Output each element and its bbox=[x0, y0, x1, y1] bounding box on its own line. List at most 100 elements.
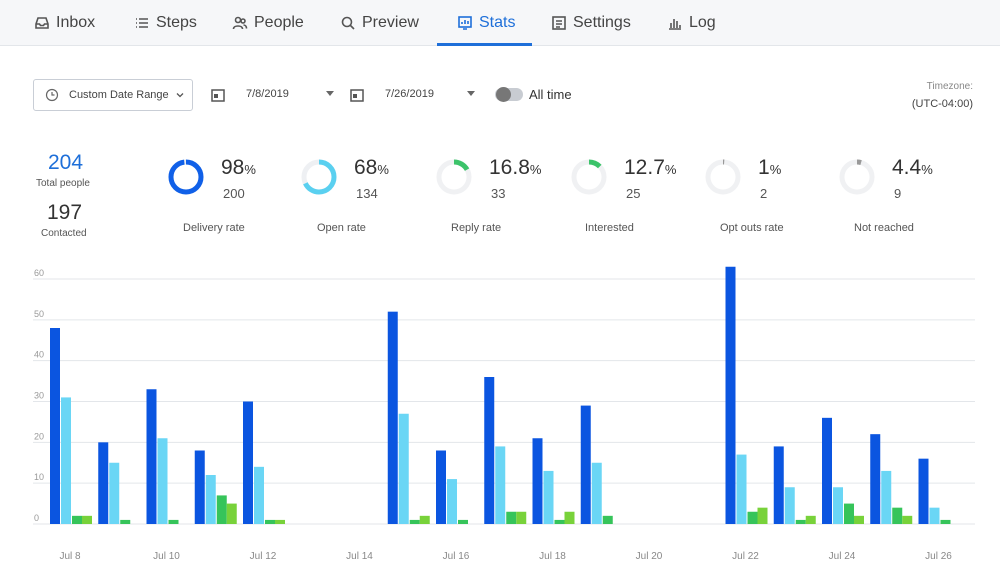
bar[interactable] bbox=[243, 401, 253, 525]
bar[interactable] bbox=[554, 519, 565, 524]
bar[interactable] bbox=[50, 328, 60, 524]
bar[interactable] bbox=[795, 519, 806, 524]
tab-label: Inbox bbox=[56, 14, 96, 31]
activity-bar-chart: 0 10 20 30 40 50 60 Jul 8 Jul 10 Jul 12 Jul 14 Jul … bbox=[0, 265, 1000, 583]
tab-settings[interactable]: Settings bbox=[551, 0, 631, 46]
bar[interactable] bbox=[870, 434, 881, 524]
stat-count: 2 bbox=[760, 186, 768, 201]
bar[interactable] bbox=[409, 519, 420, 524]
ring-progress bbox=[571, 159, 607, 195]
x-tick-label: Jul 24 bbox=[829, 551, 856, 562]
tab-log[interactable]: Log bbox=[667, 0, 716, 46]
clock-icon bbox=[45, 88, 59, 102]
bar[interactable] bbox=[773, 446, 784, 524]
bar[interactable] bbox=[602, 515, 613, 524]
tab-stats[interactable]: Stats bbox=[457, 0, 515, 46]
bar[interactable] bbox=[157, 438, 168, 524]
bar[interactable] bbox=[506, 511, 517, 524]
bar[interactable] bbox=[398, 413, 409, 524]
bar[interactable] bbox=[805, 515, 816, 524]
bar[interactable] bbox=[484, 377, 495, 524]
bar[interactable] bbox=[82, 515, 92, 524]
bar-chart-icon bbox=[669, 19, 681, 30]
bar[interactable] bbox=[265, 519, 275, 524]
ring-track bbox=[839, 159, 875, 195]
bar[interactable] bbox=[757, 507, 768, 524]
bar[interactable] bbox=[918, 458, 929, 524]
date-range-select[interactable]: Custom Date Range bbox=[33, 79, 193, 111]
bar[interactable] bbox=[747, 511, 758, 524]
chevron-down-icon bbox=[176, 93, 184, 98]
end-date-input[interactable]: 7/26/2019 bbox=[385, 83, 475, 105]
bar[interactable] bbox=[892, 507, 903, 524]
bar[interactable] bbox=[120, 519, 131, 524]
tab-label: Preview bbox=[362, 14, 419, 31]
top-navigation: Inbox Steps People Preview Stats Setting… bbox=[0, 0, 1000, 46]
start-date-value: 7/8/2019 bbox=[246, 88, 289, 100]
start-date-input[interactable]: 7/8/2019 bbox=[246, 83, 334, 105]
bar[interactable] bbox=[61, 397, 71, 524]
stat-not-reached: 4.4% 9 Not reached bbox=[838, 150, 988, 240]
bar[interactable] bbox=[784, 487, 795, 524]
bar[interactable] bbox=[516, 511, 527, 524]
stat-label: Reply rate bbox=[451, 222, 502, 234]
bar[interactable] bbox=[447, 479, 457, 524]
bar[interactable] bbox=[929, 507, 940, 524]
caret-down-icon bbox=[326, 91, 334, 96]
bar[interactable] bbox=[940, 519, 951, 524]
tab-people[interactable]: People bbox=[232, 0, 304, 46]
bar[interactable] bbox=[532, 438, 543, 524]
total-people-label: Total people bbox=[36, 178, 90, 189]
bar[interactable] bbox=[458, 519, 468, 524]
bar[interactable] bbox=[436, 450, 446, 525]
bar[interactable] bbox=[168, 519, 179, 524]
bar[interactable] bbox=[902, 515, 913, 524]
bar[interactable] bbox=[580, 405, 591, 524]
tab-inbox[interactable]: Inbox bbox=[34, 0, 95, 46]
bar[interactable] bbox=[275, 519, 285, 524]
tab-preview[interactable]: Preview bbox=[340, 0, 419, 46]
bar[interactable] bbox=[854, 515, 864, 524]
y-tick-label: 60 bbox=[34, 268, 44, 278]
calendar-icon bbox=[350, 89, 364, 102]
stat-count: 200 bbox=[223, 186, 245, 201]
bar[interactable] bbox=[564, 511, 575, 524]
bar[interactable] bbox=[736, 454, 747, 524]
bar[interactable] bbox=[146, 389, 157, 524]
open-rate-ring bbox=[301, 159, 337, 195]
x-tick-label: Jul 8 bbox=[59, 551, 81, 562]
bar[interactable] bbox=[226, 503, 237, 524]
bar[interactable] bbox=[98, 442, 109, 524]
bar[interactable] bbox=[881, 470, 892, 524]
bar[interactable] bbox=[495, 446, 506, 524]
date-range-label: Custom Date Range bbox=[69, 89, 169, 101]
stat-count: 134 bbox=[356, 186, 378, 201]
stat-percent: 1% bbox=[758, 156, 782, 179]
stat-label: Opt outs rate bbox=[720, 222, 784, 234]
x-tick-label: Jul 22 bbox=[732, 551, 759, 562]
bar[interactable] bbox=[543, 470, 554, 524]
stat-count: 25 bbox=[626, 186, 641, 201]
stat-count: 33 bbox=[491, 186, 506, 201]
stat-opt-outs-rate: 1% 2 Opt outs rate bbox=[704, 150, 854, 240]
bar[interactable] bbox=[72, 515, 82, 524]
bar[interactable] bbox=[591, 462, 602, 524]
bar[interactable] bbox=[725, 266, 736, 524]
x-tick-label: Jul 18 bbox=[539, 551, 566, 562]
ring-progress bbox=[168, 159, 204, 195]
bar[interactable] bbox=[419, 515, 430, 524]
stat-percent: 98% bbox=[221, 156, 256, 179]
tab-steps[interactable]: Steps bbox=[134, 0, 197, 46]
bar[interactable] bbox=[387, 311, 398, 524]
bar[interactable] bbox=[216, 495, 227, 524]
bar[interactable] bbox=[194, 450, 205, 525]
all-time-label: All time bbox=[529, 87, 572, 102]
not-reached-ring bbox=[839, 159, 875, 195]
bar[interactable] bbox=[822, 417, 832, 524]
bar[interactable] bbox=[205, 475, 216, 524]
bar[interactable] bbox=[833, 487, 843, 524]
bar[interactable] bbox=[109, 462, 120, 524]
all-time-toggle[interactable] bbox=[495, 87, 523, 102]
bar[interactable] bbox=[254, 466, 264, 524]
bar[interactable] bbox=[844, 503, 854, 524]
